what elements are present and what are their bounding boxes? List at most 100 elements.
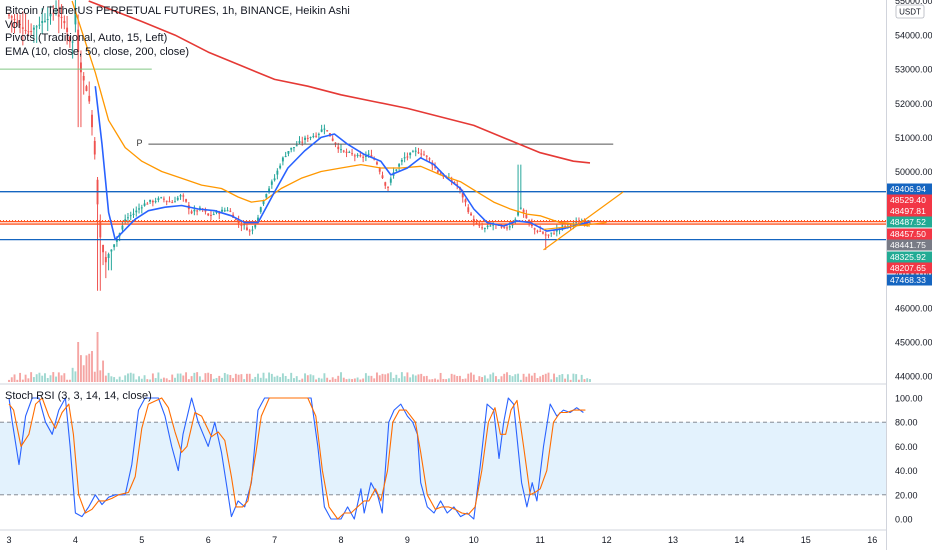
price-label-box bbox=[887, 262, 932, 274]
candle-body bbox=[301, 141, 304, 143]
candle-body bbox=[218, 212, 221, 214]
volume-bar bbox=[555, 377, 558, 382]
candle-body bbox=[317, 133, 320, 135]
candle-body bbox=[71, 41, 74, 43]
volume-bar bbox=[154, 378, 157, 382]
volume-bar bbox=[215, 378, 218, 382]
candle-body bbox=[478, 224, 481, 226]
candle-body bbox=[82, 75, 85, 81]
volume-bar bbox=[44, 373, 46, 382]
candle-body bbox=[259, 207, 262, 212]
volume-bar bbox=[497, 379, 500, 382]
candle-body bbox=[542, 232, 544, 234]
candle-body bbox=[85, 86, 88, 91]
candle-body bbox=[248, 230, 251, 232]
volume-bar bbox=[542, 374, 544, 382]
price-label-text: 48325.92 bbox=[890, 252, 926, 262]
candle-body bbox=[312, 135, 315, 137]
volume-bar bbox=[176, 373, 179, 382]
candle-body bbox=[127, 217, 129, 219]
volume-bar bbox=[506, 372, 508, 382]
candle-body bbox=[530, 223, 533, 227]
volume-bar bbox=[240, 374, 243, 382]
candle-body bbox=[91, 114, 93, 128]
candle-body bbox=[121, 225, 124, 230]
candle-body bbox=[456, 184, 459, 186]
time-tick-label: 10 bbox=[469, 535, 479, 545]
volume-bar bbox=[353, 378, 356, 382]
volume-bar bbox=[110, 376, 113, 382]
volume-bar bbox=[16, 379, 19, 382]
ema-legend[interactable]: EMA (10, close, 50, close, 200, close) bbox=[5, 45, 190, 58]
candle-body bbox=[210, 214, 212, 216]
volume-pane bbox=[8, 332, 591, 382]
time-tick-label: 12 bbox=[602, 535, 612, 545]
volume-bar bbox=[453, 374, 456, 382]
candle-body bbox=[464, 199, 467, 203]
candle-body bbox=[423, 154, 425, 156]
volume-bar bbox=[124, 375, 127, 382]
volume-bar bbox=[223, 372, 226, 382]
volume-bar bbox=[392, 378, 395, 382]
candle-body bbox=[536, 230, 539, 232]
candle-body bbox=[395, 169, 398, 171]
volume-bar bbox=[331, 377, 334, 382]
volume-bar bbox=[96, 332, 99, 382]
candle-body bbox=[19, 24, 22, 26]
volume-bar bbox=[32, 377, 35, 382]
candle-body bbox=[24, 29, 27, 31]
volume-bar bbox=[193, 372, 196, 382]
candle-body bbox=[52, 12, 55, 14]
candle-body bbox=[295, 145, 298, 147]
volume-bar bbox=[301, 378, 304, 382]
price-label-box bbox=[887, 194, 932, 206]
volume-bar bbox=[326, 377, 329, 382]
volume-bar bbox=[245, 373, 248, 382]
candle-body bbox=[544, 234, 547, 236]
volume-bar bbox=[425, 375, 428, 382]
pivots-legend[interactable]: Pivots (Traditional, Auto, 15, Left) bbox=[5, 32, 168, 44]
volume-bar bbox=[138, 376, 140, 382]
candle-body bbox=[411, 151, 414, 153]
volume-bar bbox=[417, 374, 420, 382]
volume-bar bbox=[99, 370, 102, 382]
volume-bar bbox=[389, 372, 392, 382]
price-tick-label: 53000.00 bbox=[895, 65, 932, 75]
candle-body bbox=[63, 20, 66, 24]
volume-bar bbox=[243, 379, 246, 382]
candle-body bbox=[93, 140, 96, 155]
candle-body bbox=[171, 202, 174, 204]
candle-body bbox=[511, 224, 514, 226]
candle-body bbox=[334, 142, 337, 145]
candle-body bbox=[331, 138, 334, 141]
candle-body bbox=[533, 228, 536, 230]
volume-bar bbox=[317, 377, 320, 382]
volume-bar bbox=[503, 373, 506, 382]
candle-body bbox=[398, 164, 401, 167]
candle-body bbox=[287, 151, 290, 154]
symbol-title[interactable]: Bitcoin / TetherUS PERPETUAL FUTURES, 1h… bbox=[5, 5, 350, 17]
candle-body bbox=[66, 27, 69, 32]
candle-body bbox=[245, 227, 248, 231]
volume-bar bbox=[79, 355, 82, 382]
currency-button-label[interactable]: USDT bbox=[899, 8, 921, 17]
volume-bar bbox=[257, 373, 259, 382]
candle-body bbox=[182, 195, 185, 197]
volume-bar bbox=[201, 379, 204, 382]
volume-bar bbox=[464, 378, 467, 382]
volume-bar bbox=[306, 375, 309, 382]
volume-bar bbox=[265, 378, 268, 382]
volume-bar bbox=[373, 378, 376, 382]
volume-bar bbox=[165, 378, 168, 382]
volume-bar bbox=[262, 372, 265, 382]
volume-bar bbox=[210, 373, 212, 382]
stoch-rsi-legend[interactable]: Stoch RSI (3, 3, 14, 14, close) bbox=[5, 390, 152, 402]
candle-body bbox=[420, 153, 423, 155]
candle-body bbox=[115, 239, 118, 242]
volume-legend[interactable]: Vol bbox=[5, 18, 21, 31]
currency-button[interactable] bbox=[895, 4, 925, 19]
volume-bar bbox=[475, 379, 478, 382]
volume-bar bbox=[511, 376, 514, 382]
